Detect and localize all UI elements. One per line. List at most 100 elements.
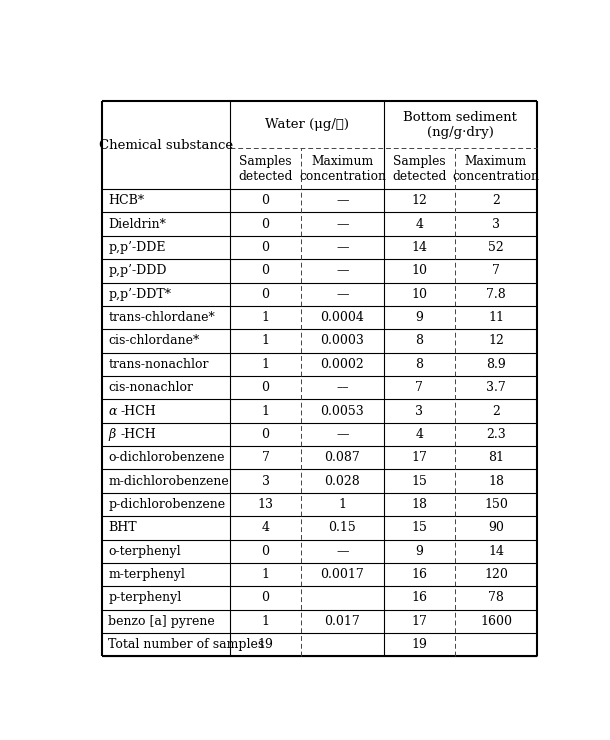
Text: 12: 12 bbox=[411, 195, 427, 207]
Text: 0: 0 bbox=[262, 264, 270, 278]
Text: Bottom sediment
(ng/g·dry): Bottom sediment (ng/g·dry) bbox=[403, 111, 517, 138]
Text: HCB*: HCB* bbox=[109, 195, 145, 207]
Text: Chemical substance: Chemical substance bbox=[99, 138, 233, 152]
Text: 4: 4 bbox=[415, 428, 423, 441]
Text: —: — bbox=[336, 288, 349, 300]
Text: benzo [a] pyrene: benzo [a] pyrene bbox=[109, 615, 215, 628]
Text: 0.028: 0.028 bbox=[325, 474, 361, 488]
Text: 8: 8 bbox=[415, 358, 423, 371]
Text: 0.0003: 0.0003 bbox=[320, 334, 364, 348]
Text: 14: 14 bbox=[488, 545, 504, 558]
Text: 10: 10 bbox=[411, 288, 427, 300]
Text: 3: 3 bbox=[415, 405, 423, 417]
Text: 8: 8 bbox=[415, 334, 423, 348]
Text: 14: 14 bbox=[411, 241, 427, 254]
Text: 0.15: 0.15 bbox=[329, 522, 356, 534]
Text: 0.0004: 0.0004 bbox=[320, 311, 364, 324]
Text: -HCH: -HCH bbox=[120, 405, 156, 417]
Text: 52: 52 bbox=[488, 241, 504, 254]
Text: 0.0017: 0.0017 bbox=[321, 568, 364, 581]
Text: 7: 7 bbox=[415, 381, 423, 394]
Text: p,p’-DDD: p,p’-DDD bbox=[109, 264, 167, 278]
Text: 1: 1 bbox=[262, 358, 270, 371]
Text: 2: 2 bbox=[492, 405, 500, 417]
Text: 17: 17 bbox=[411, 451, 427, 464]
Text: BHT: BHT bbox=[109, 522, 137, 534]
Text: trans-nonachlor: trans-nonachlor bbox=[109, 358, 209, 371]
Text: 7: 7 bbox=[492, 264, 500, 278]
Text: 0: 0 bbox=[262, 381, 270, 394]
Text: 12: 12 bbox=[488, 334, 504, 348]
Text: β: β bbox=[109, 428, 116, 441]
Text: 1: 1 bbox=[262, 405, 270, 417]
Text: 0.0053: 0.0053 bbox=[321, 405, 364, 417]
Text: Dieldrin*: Dieldrin* bbox=[109, 218, 167, 231]
Text: 0: 0 bbox=[262, 218, 270, 231]
Text: Samples
detected: Samples detected bbox=[239, 155, 293, 183]
Text: 7.8: 7.8 bbox=[486, 288, 506, 300]
Text: trans-chlordane*: trans-chlordane* bbox=[109, 311, 215, 324]
Text: Maximum
concentration: Maximum concentration bbox=[453, 155, 540, 183]
Text: 8.9: 8.9 bbox=[486, 358, 506, 371]
Text: —: — bbox=[336, 195, 349, 207]
Text: 2: 2 bbox=[492, 195, 500, 207]
Text: Total number of samples: Total number of samples bbox=[109, 638, 265, 651]
Text: 19: 19 bbox=[257, 638, 273, 651]
Text: m-dichlorobenzene: m-dichlorobenzene bbox=[109, 474, 229, 488]
Text: 16: 16 bbox=[411, 591, 427, 605]
Text: 19: 19 bbox=[411, 638, 427, 651]
Text: 1: 1 bbox=[262, 615, 270, 628]
Text: cis-chlordane*: cis-chlordane* bbox=[109, 334, 199, 348]
Text: 9: 9 bbox=[415, 545, 423, 558]
Text: ––: –– bbox=[336, 381, 349, 394]
Text: 1: 1 bbox=[262, 334, 270, 348]
Text: 17: 17 bbox=[411, 615, 427, 628]
Text: 90: 90 bbox=[488, 522, 504, 534]
Text: 4: 4 bbox=[415, 218, 423, 231]
Text: 0: 0 bbox=[262, 195, 270, 207]
Text: 0: 0 bbox=[262, 428, 270, 441]
Text: 18: 18 bbox=[488, 474, 504, 488]
Text: 16: 16 bbox=[411, 568, 427, 581]
Text: -HCH: -HCH bbox=[120, 428, 156, 441]
Text: 0.0002: 0.0002 bbox=[321, 358, 364, 371]
Text: Maximum
concentration: Maximum concentration bbox=[299, 155, 386, 183]
Text: 2.3: 2.3 bbox=[486, 428, 506, 441]
Text: 1: 1 bbox=[339, 498, 346, 511]
Text: o-terphenyl: o-terphenyl bbox=[109, 545, 181, 558]
Text: 15: 15 bbox=[411, 474, 427, 488]
Text: 78: 78 bbox=[488, 591, 504, 605]
Text: 13: 13 bbox=[257, 498, 274, 511]
Text: m-terphenyl: m-terphenyl bbox=[109, 568, 185, 581]
Text: 7: 7 bbox=[262, 451, 270, 464]
Text: p,p’-DDE: p,p’-DDE bbox=[109, 241, 166, 254]
Text: 9: 9 bbox=[415, 311, 423, 324]
Text: 0.017: 0.017 bbox=[325, 615, 361, 628]
Text: p,p’-DDT*: p,p’-DDT* bbox=[109, 288, 171, 300]
Text: 15: 15 bbox=[411, 522, 427, 534]
Text: —: — bbox=[336, 264, 349, 278]
Text: α: α bbox=[109, 405, 117, 417]
Text: 3.7: 3.7 bbox=[486, 381, 506, 394]
Text: p-terphenyl: p-terphenyl bbox=[109, 591, 182, 605]
Text: 0: 0 bbox=[262, 545, 270, 558]
Text: —: — bbox=[336, 545, 349, 558]
Text: 3: 3 bbox=[262, 474, 270, 488]
Text: 10: 10 bbox=[411, 264, 427, 278]
Text: 4: 4 bbox=[262, 522, 270, 534]
Text: 81: 81 bbox=[488, 451, 504, 464]
Text: Water (μg/ℓ): Water (μg/ℓ) bbox=[265, 118, 349, 131]
Text: 0: 0 bbox=[262, 241, 270, 254]
Text: —: — bbox=[336, 218, 349, 231]
Text: 1: 1 bbox=[262, 311, 270, 324]
Text: 18: 18 bbox=[411, 498, 427, 511]
Text: 11: 11 bbox=[488, 311, 504, 324]
Text: 0.087: 0.087 bbox=[325, 451, 361, 464]
Text: 1: 1 bbox=[262, 568, 270, 581]
Text: —: — bbox=[336, 241, 349, 254]
Text: o-dichlorobenzene: o-dichlorobenzene bbox=[109, 451, 225, 464]
Text: p-dichlorobenzene: p-dichlorobenzene bbox=[109, 498, 226, 511]
Text: cis-nonachlor: cis-nonachlor bbox=[109, 381, 193, 394]
Text: 3: 3 bbox=[492, 218, 500, 231]
Text: 0: 0 bbox=[262, 288, 270, 300]
